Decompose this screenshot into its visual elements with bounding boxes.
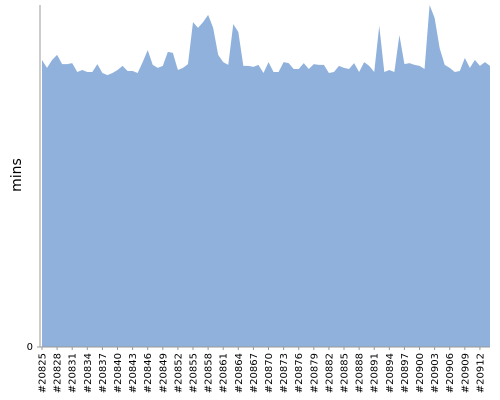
x-tick-label: #20840 [113,353,124,393]
x-tick-label: #20858 [204,353,215,393]
x-tick-label: #20843 [128,353,139,393]
x-tick-label: #20885 [340,353,351,393]
x-tick-label: #20825 [38,353,49,393]
x-tick-label: #20909 [460,353,471,393]
x-tick-label: #20879 [309,353,320,393]
x-tick-label: #20828 [53,353,64,393]
x-tick-label: #20846 [143,353,154,393]
x-tick-label: #20897 [400,353,411,393]
x-tick-label: #20882 [324,353,335,393]
x-tick-label: #20849 [158,353,169,393]
x-tick-label: #20834 [83,353,94,393]
x-tick-label: #20876 [294,353,305,393]
x-tick-label: #20903 [430,353,441,393]
x-tick-label: #20852 [173,353,184,393]
x-tick-label: #20900 [415,353,426,393]
x-tick-label: #20867 [249,353,260,393]
y-axis-label: mins [9,158,25,192]
x-tick-label: #20861 [219,353,230,393]
x-tick-label: #20873 [279,353,290,393]
x-tick-label: #20888 [355,353,366,393]
area [42,5,490,347]
x-tick-label: #20912 [475,353,486,393]
x-tick-label: #20906 [445,353,456,393]
x-tick-label: #20870 [264,353,275,393]
y-tick-label: 0 [27,342,33,353]
x-tick-label: #20855 [189,353,200,393]
x-tick-label: #20894 [385,353,396,393]
x-tick-label: #20831 [68,353,79,393]
x-tick-label: #20837 [98,353,109,393]
x-tick-label: #20864 [234,353,245,393]
x-tick-label: #20891 [370,353,381,393]
